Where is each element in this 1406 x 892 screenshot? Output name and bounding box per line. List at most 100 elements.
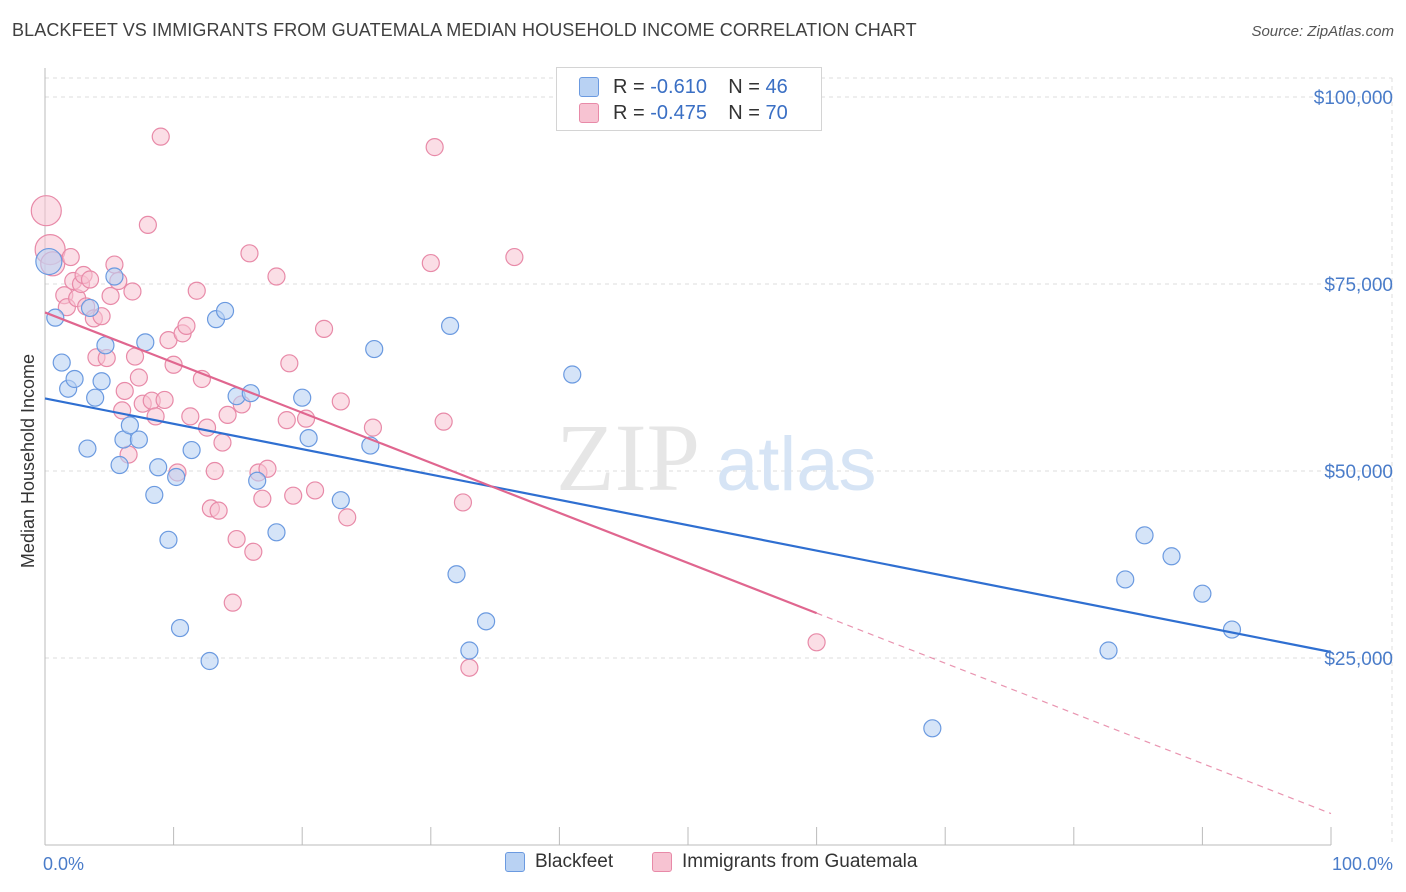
guatemala-point xyxy=(205,461,224,481)
guatemala-point xyxy=(425,138,444,157)
n-value-blackfeet: 46 xyxy=(765,75,788,98)
blackfeet-legend-label: Blackfeet xyxy=(535,851,614,872)
guatemala-point xyxy=(284,486,303,505)
blackfeet-point xyxy=(129,430,148,449)
watermark-zip: ZIP xyxy=(556,404,700,511)
guatemala-point xyxy=(155,390,174,410)
correlation-legend: R = -0.610 N = 46 R = -0.475 N = 70 xyxy=(556,67,822,131)
blackfeet-point xyxy=(1222,620,1242,639)
blackfeet-point xyxy=(1116,570,1135,589)
guatemala-point xyxy=(280,354,299,373)
blackfeet-point xyxy=(248,471,267,490)
n-label: N = xyxy=(728,75,760,98)
y-tick-label: $25,000 xyxy=(1324,649,1393,670)
blackfeet-point xyxy=(365,339,384,359)
guatemala-point xyxy=(151,127,170,146)
guatemala-point xyxy=(61,247,80,267)
guatemala-point xyxy=(30,195,62,227)
r-label: R = xyxy=(613,101,645,124)
blackfeet-point xyxy=(447,565,466,584)
guatemala-point xyxy=(421,253,440,273)
r-label: R = xyxy=(613,75,645,98)
blackfeet-point xyxy=(110,455,129,475)
legend-row-guatemala: R = -0.475 N = 70 xyxy=(579,100,788,126)
guatemala-point xyxy=(505,247,524,267)
blackfeet-point xyxy=(1193,584,1212,603)
guatemala-point xyxy=(213,433,232,452)
bottom-legend-blackfeet: Blackfeet xyxy=(505,851,613,873)
chart-title: BLACKFEET VS IMMIGRANTS FROM GUATEMALA M… xyxy=(12,20,917,40)
blackfeet-point xyxy=(440,316,460,335)
blackfeet-legend-swatch xyxy=(505,852,525,872)
blackfeet-point xyxy=(86,388,105,407)
guatemala-point xyxy=(363,418,383,437)
legend-row-blackfeet: R = -0.610 N = 46 xyxy=(579,74,788,100)
guatemala-trend-line xyxy=(44,311,817,615)
guatemala-point xyxy=(338,508,357,527)
blackfeet-point xyxy=(159,530,178,549)
blackfeet-point xyxy=(293,388,312,407)
blackfeet-swatch xyxy=(579,77,599,97)
guatemala-point xyxy=(101,286,120,306)
blackfeet-point xyxy=(1099,641,1118,660)
guatemala-point xyxy=(129,368,148,387)
guatemala-point xyxy=(227,529,246,549)
guatemala-point xyxy=(115,381,134,401)
guatemala-point xyxy=(218,405,237,424)
blackfeet-point xyxy=(215,301,235,321)
r-value-guatemala: -0.475 xyxy=(650,101,707,124)
guatemala-legend-swatch xyxy=(652,852,672,872)
guatemala-point xyxy=(113,401,132,420)
watermark-atlas: atlas xyxy=(716,422,877,507)
blackfeet-point xyxy=(923,719,942,738)
guatemala-point xyxy=(123,282,142,301)
bottom-legend-guatemala: Immigrants from Guatemala xyxy=(652,851,917,873)
blackfeet-point xyxy=(267,523,286,542)
blackfeet-point xyxy=(563,365,582,384)
guatemala-point xyxy=(177,316,196,335)
guatemala-point xyxy=(258,459,277,478)
guatemala-point xyxy=(434,412,453,431)
guatemala-legend-label: Immigrants from Guatemala xyxy=(682,851,918,872)
guatemala-point xyxy=(197,418,217,437)
x-tick-label: 100.0% xyxy=(1332,854,1393,874)
blackfeet-point xyxy=(92,372,111,391)
guatemala-point xyxy=(314,319,334,338)
watermark: ZIP atlas xyxy=(556,404,877,511)
blackfeet-point xyxy=(1135,526,1154,545)
blackfeet-point xyxy=(476,612,496,631)
guatemala-point xyxy=(181,407,200,426)
blackfeet-point xyxy=(182,440,201,460)
blackfeet-point xyxy=(200,651,219,671)
guatemala-points xyxy=(30,127,826,677)
y-tick-label: $100,000 xyxy=(1314,88,1393,109)
blackfeet-point xyxy=(299,428,318,448)
blackfeet-point xyxy=(52,353,71,372)
blackfeet-point xyxy=(460,641,479,660)
blackfeet-trend-line xyxy=(44,397,1332,654)
guatemala-point xyxy=(267,267,286,286)
source-credit: Source: ZipAtlas.com xyxy=(1251,23,1394,40)
guatemala-point xyxy=(240,244,259,263)
x-tick-label: 0.0% xyxy=(43,854,84,874)
guatemala-point xyxy=(80,270,100,289)
y-axis-title: Median Household Income xyxy=(18,354,38,568)
guatemala-point xyxy=(244,542,263,561)
y-tick-label: $50,000 xyxy=(1324,462,1393,483)
blackfeet-point xyxy=(35,247,63,276)
trend-lines xyxy=(44,311,1332,815)
blackfeet-point xyxy=(170,618,190,638)
guatemala-swatch xyxy=(579,103,599,123)
guatemala-point xyxy=(253,489,272,508)
guatemala-point xyxy=(331,392,350,411)
guatemala-point xyxy=(223,593,242,612)
blackfeet-point xyxy=(65,369,84,389)
guatemala-point xyxy=(138,215,157,235)
n-label: N = xyxy=(728,101,760,124)
blackfeet-point xyxy=(331,491,350,510)
blackfeet-point xyxy=(1162,547,1181,566)
blackfeet-point xyxy=(78,439,97,458)
blackfeet-point xyxy=(145,485,164,505)
y-tick-label: $75,000 xyxy=(1324,275,1393,296)
